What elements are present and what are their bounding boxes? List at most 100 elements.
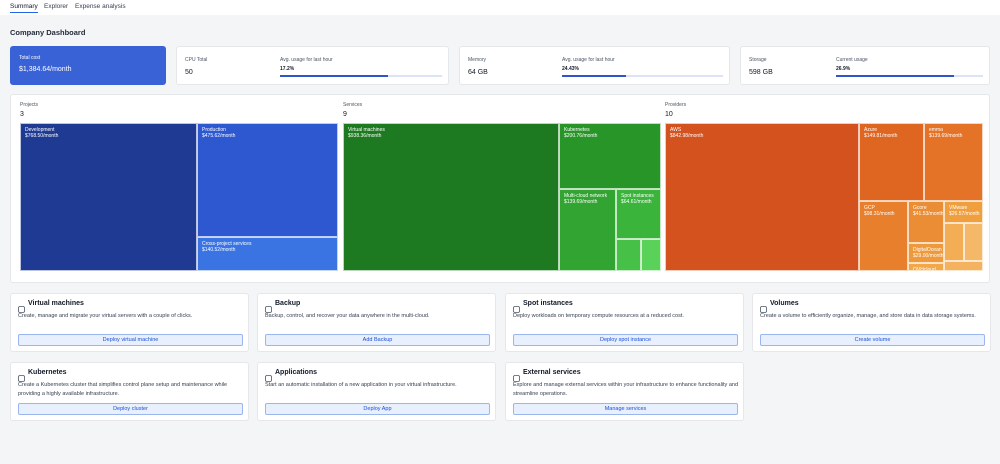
metric-label: Storage xyxy=(749,57,767,63)
metric-card: Storage 598 GB Current usage 26.9% xyxy=(740,46,990,85)
cell-name: Development xyxy=(25,127,55,133)
icon xyxy=(265,306,272,313)
treemap-cell[interactable]: emma $139.69/month xyxy=(924,123,983,201)
icon xyxy=(760,300,767,318)
action-title: Kubernetes xyxy=(28,369,67,376)
treemap-label: Projects xyxy=(20,102,39,108)
cell-cost: $139.69/month xyxy=(929,133,963,139)
metric-label: CPU Total xyxy=(185,57,208,63)
usage-bar xyxy=(280,75,442,77)
cell-cost: $140.52/month xyxy=(202,247,236,253)
icon xyxy=(18,306,25,313)
icon xyxy=(18,300,25,318)
cell-cost: $938.36/month xyxy=(348,133,382,139)
treemap-cell xyxy=(944,223,964,261)
treemap-cell[interactable]: DigitalOcean $29.00/month xyxy=(908,243,944,263)
treemap-cell[interactable]: Cross-project services $140.52/month xyxy=(197,237,338,271)
metric-label: Memory xyxy=(468,57,487,63)
usage-label: Avg. usage for last hour xyxy=(280,57,333,63)
action-card: External services Explore and manage exte… xyxy=(505,362,744,421)
action-button[interactable]: Add Backup xyxy=(265,334,490,346)
total-card: Total cost $1,384.64/month xyxy=(10,46,166,85)
icon xyxy=(513,306,520,313)
action-description: Create a Kubernetes cluster that simplif… xyxy=(18,382,228,397)
treemap-cell[interactable]: Spot instances $64.61/month xyxy=(616,189,661,239)
icon xyxy=(18,369,25,387)
action-button[interactable]: Deploy cluster xyxy=(18,403,243,415)
action-button[interactable]: Deploy App xyxy=(265,403,490,415)
usage-value: 24.43% xyxy=(562,66,579,72)
action-description: Deploy workloads on temporary compute re… xyxy=(513,313,684,319)
usage-fill xyxy=(562,75,626,77)
metric-value: 64 GB xyxy=(468,69,488,76)
usage-value: 26.9% xyxy=(836,66,851,72)
treemap-cell[interactable]: Multi-cloud network $139.69/month xyxy=(559,189,616,271)
cell-cost: $768.50/month xyxy=(25,133,59,139)
cell-cost: $200.76/month xyxy=(564,133,598,139)
treemap-cell[interactable]: VMware $26.57/month xyxy=(944,201,983,223)
action-card: Applications Start an automatic installat… xyxy=(257,362,496,421)
cell-cost: $149.81/month xyxy=(864,133,898,139)
treemap-cell[interactable]: OVHcloud xyxy=(908,263,944,271)
action-description: Create a volume to efficiently organize,… xyxy=(760,313,976,319)
action-title: Spot instances xyxy=(523,300,573,307)
icon xyxy=(265,375,272,382)
treemap-cell[interactable]: Production $475.62/month xyxy=(197,123,338,237)
cell-cost: $842.98/month xyxy=(670,133,704,139)
tab[interactable]: Expense analysis xyxy=(75,3,126,10)
usage-bar xyxy=(836,75,983,77)
cell-name: AWS xyxy=(670,127,682,133)
treemap-count: 3 xyxy=(20,111,24,118)
treemap-cell xyxy=(964,223,983,261)
cell-name: Production xyxy=(202,127,226,133)
cell-name: GCP xyxy=(864,205,875,211)
cell-cost: $98.31/month xyxy=(864,211,895,217)
tab[interactable]: Summary xyxy=(10,3,38,13)
action-card: Volumes Create a volume to efficiently or… xyxy=(752,293,991,352)
usage-fill xyxy=(836,75,954,77)
cell-name: DigitalOcean xyxy=(913,247,942,253)
treemap-label: Services xyxy=(343,102,363,108)
treemap-cell[interactable]: GCP $98.31/month xyxy=(859,201,908,271)
action-button[interactable]: Create volume xyxy=(760,334,985,346)
treemap-cell[interactable]: Azure $149.81/month xyxy=(859,123,924,201)
action-button[interactable]: Deploy virtual machine xyxy=(18,334,243,346)
action-button[interactable]: Manage services xyxy=(513,403,738,415)
cell-name: Azure xyxy=(864,127,878,133)
action-description: Explore and manage external services wit… xyxy=(513,382,739,397)
cell-name: Multi-cloud network xyxy=(564,193,608,199)
cell-name: OVHcloud xyxy=(913,267,936,271)
action-card: Kubernetes Create a Kubernetes cluster th… xyxy=(10,362,249,421)
icon xyxy=(18,375,25,382)
cell-cost: $139.69/month xyxy=(564,199,598,205)
metric-value: 50 xyxy=(185,69,193,76)
usage-value: 17.2% xyxy=(280,66,295,72)
icon xyxy=(760,306,767,313)
usage-fill xyxy=(280,75,388,77)
treemap-count: 10 xyxy=(665,111,673,118)
cell-name: Kubernetes xyxy=(564,127,590,133)
usage-label: Avg. usage for last hour xyxy=(562,57,615,63)
action-button[interactable]: Deploy spot instance xyxy=(513,334,738,346)
cell-name: Virtual machines xyxy=(348,127,385,133)
treemap-cell xyxy=(944,261,983,271)
cell-name: Spot instances xyxy=(621,193,654,199)
treemap-cell[interactable]: AWS $842.98/month xyxy=(665,123,859,271)
action-card: Spot instances Deploy workloads on tempor… xyxy=(505,293,744,352)
action-title: Applications xyxy=(275,369,318,376)
cell-cost: $64.61/month xyxy=(621,199,652,205)
treemap-cell[interactable]: Kubernetes $200.76/month xyxy=(559,123,661,189)
action-description: Start an automatic installation of a new… xyxy=(265,382,457,388)
action-description: Backup, control, and recover your data a… xyxy=(265,313,430,319)
metric-card: Memory 64 GB Avg. usage for last hour 24.43… xyxy=(459,46,730,85)
tab[interactable]: Explorer xyxy=(44,3,69,10)
treemap-cell[interactable]: Virtual machines $938.36/month xyxy=(343,123,559,271)
treemap-cell[interactable]: Development $768.50/month xyxy=(20,123,197,271)
cell-cost: $26.57/month xyxy=(949,211,980,217)
treemap-cell[interactable]: Gcore $41.53/month xyxy=(908,201,944,243)
icon xyxy=(265,369,272,387)
icon xyxy=(513,375,520,382)
cell-cost: $41.53/month xyxy=(913,211,944,217)
cell-cost: $475.62/month xyxy=(202,133,236,139)
cell-name: Cross-project services xyxy=(202,241,252,247)
